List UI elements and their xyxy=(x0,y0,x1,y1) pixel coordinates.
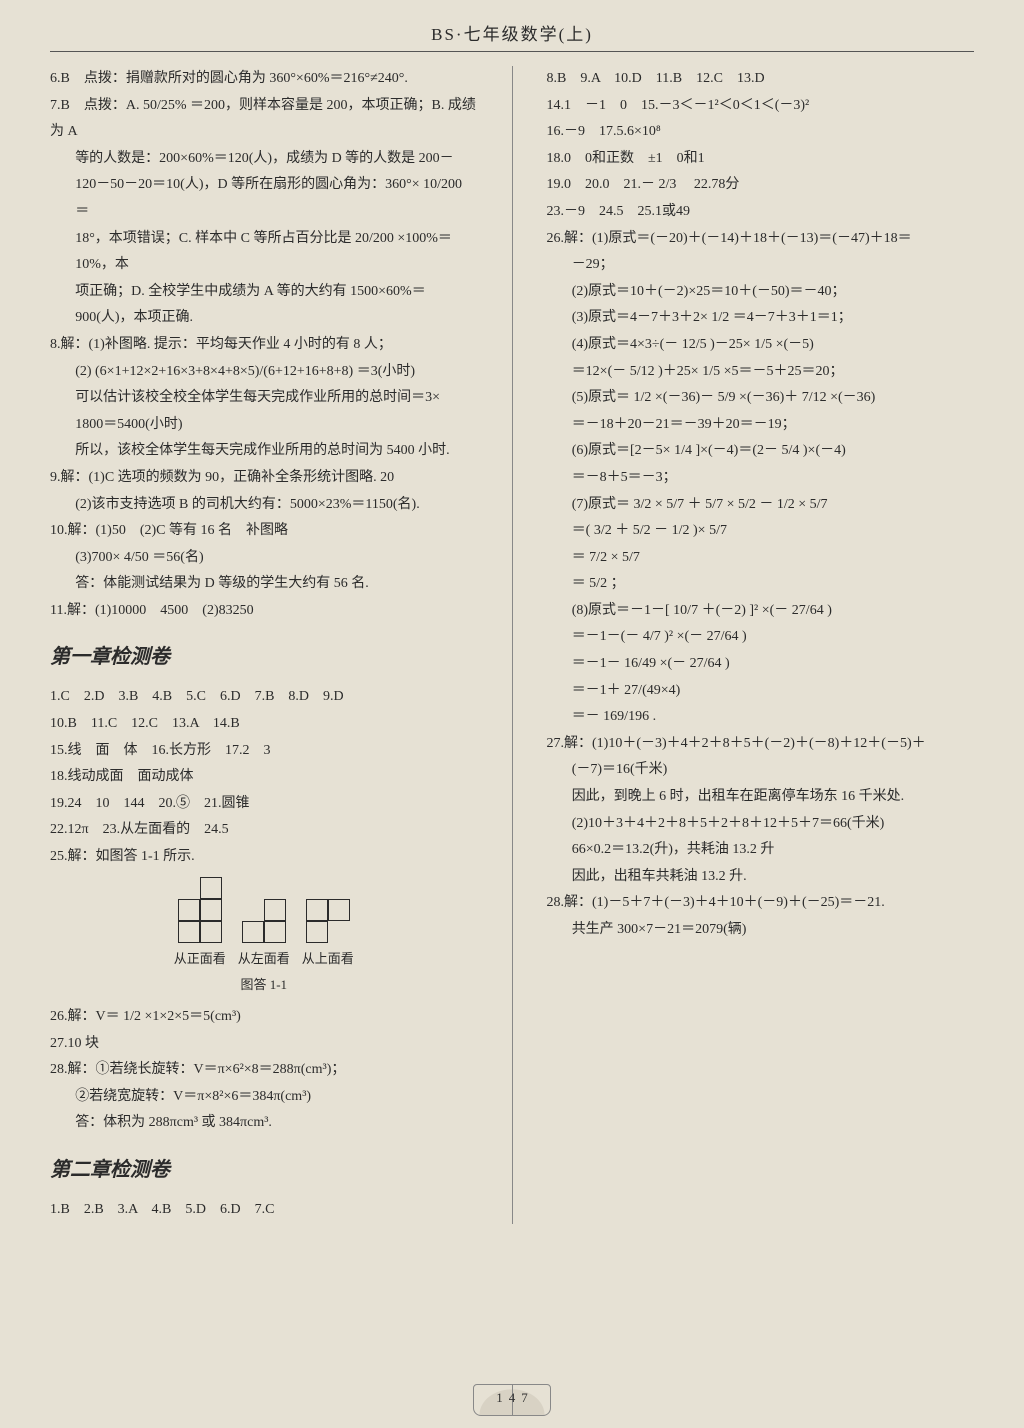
text-line: ＝12×(－ 5/12 )＋25× 1/5 ×5＝－5＋25＝20； xyxy=(547,359,975,386)
text-line: (7)原式＝ 3/2 × 5/7 ＋ 5/7 × 5/2 － 1/2 × 5/7 xyxy=(547,492,975,519)
text-line: 项正确；D. 全校学生中成绩为 A 等的大约有 1500×60%＝ xyxy=(50,279,478,306)
text-line: ＝－8＋5＝－3； xyxy=(547,465,975,492)
text-line: ＝ 5/2 ； xyxy=(547,571,975,598)
text-line: (2) (6×1+12×2+16×3+8×4+8×5)/(6+12+16+8+8… xyxy=(50,359,478,386)
caption-front: 从正面看 xyxy=(174,947,226,972)
text-line: 26.解：(1)原式＝(－20)＋(－14)＋18＋(－13)＝(－47)＋18… xyxy=(547,226,975,253)
text-line: 27.10 块 xyxy=(50,1031,478,1058)
text-line: 6.B 点拨：捐赠款所对的圆心角为 360°×60%＝216°≠240°. xyxy=(50,66,478,93)
text-line: 14.1 －1 0 15.－3＜－1²＜0＜1＜(－3)² xyxy=(547,93,975,120)
shape-top xyxy=(306,899,350,943)
text-line: ＝－1－(－ 4/7 )² ×(－ 27/64 ) xyxy=(547,624,975,651)
text-line: ＝( 3/2 ＋ 5/2 － 1/2 )× 5/7 xyxy=(547,518,975,545)
text-line: 120－50－20＝10(人)，D 等所在扇形的圆心角为：360°× 10/20… xyxy=(50,172,478,225)
text-line: 19.24 10 144 20.⑤ 21.圆锥 xyxy=(50,791,478,818)
caption-row: 从正面看 从左面看 从上面看 xyxy=(174,947,354,972)
text-line: 25.解：如图答 1-1 所示. xyxy=(50,844,478,871)
book-icon: 147 xyxy=(473,1384,551,1416)
text-line: 9.解：(1)C 选项的频数为 90，正确补全条形统计图略. 20 xyxy=(50,465,478,492)
text-line: 8.解：(1)补图略. 提示：平均每天作业 4 小时的有 8 人； xyxy=(50,332,478,359)
text-line: 66×0.2＝13.2(升)，共耗油 13.2 升 xyxy=(547,837,975,864)
text-line: 22.12π 23.从左面看的 24.5 xyxy=(50,817,478,844)
text-line: (6)原式＝[2－5× 1/4 ]×(－4)＝(2－ 5/4 )×(－4) xyxy=(547,438,975,465)
text-line: －29； xyxy=(547,252,975,279)
shape-left xyxy=(242,899,286,943)
shape-front xyxy=(178,877,222,943)
text-line: (－7)＝16(千米) xyxy=(547,757,975,784)
text-line: 900(人)，本项正确. xyxy=(50,305,478,332)
two-columns: 6.B 点拨：捐赠款所对的圆心角为 360°×60%＝216°≠240°. 7.… xyxy=(50,66,974,1224)
shape-row xyxy=(178,877,350,943)
chapter-heading-2: 第二章检测卷 xyxy=(50,1151,478,1189)
text-line: 答：体积为 288πcm³ 或 384πcm³. xyxy=(50,1110,478,1137)
text-line: 28.解：(1)－5＋7＋(－3)＋4＋10＋(－9)＋(－25)＝－21. xyxy=(547,890,975,917)
text-line: 10.解：(1)50 (2)C 等有 16 名 补图略 xyxy=(50,518,478,545)
text-line: 28.解：①若绕长旋转：V＝π×6²×8＝288π(cm³)； xyxy=(50,1057,478,1084)
text-line: 共生产 300×7－21＝2079(辆) xyxy=(547,917,975,944)
caption-left: 从左面看 xyxy=(238,947,290,972)
page-header: BS·七年级数学(上) xyxy=(50,20,974,52)
text-line: (3)原式＝4－7＋3＋2× 1/2 ＝4－7＋3＋1＝1； xyxy=(547,305,975,332)
text-line: 23.－9 24.5 25.1或49 xyxy=(547,199,975,226)
figure-1-1: 从正面看 从左面看 从上面看 图答 1-1 xyxy=(50,877,478,998)
text-line: 10.B 11.C 12.C 13.A 14.B xyxy=(50,711,478,738)
text-line: 等的人数是：200×60%＝120(人)，成绩为 D 等的人数是 200－ xyxy=(50,146,478,173)
text-line: (2)原式＝10＋(－2)×25＝10＋(－50)＝－40； xyxy=(547,279,975,306)
caption-top: 从上面看 xyxy=(302,947,354,972)
chapter-heading-1: 第一章检测卷 xyxy=(50,638,478,676)
text-line: 7.B 点拨：A. 50/25% ＝200，则样本容量是 200，本项正确；B.… xyxy=(50,93,478,146)
text-line: 所以，该校全体学生每天完成作业所用的总时间为 5400 小时. xyxy=(50,438,478,465)
page-number: 147 xyxy=(0,1384,1024,1416)
text-line: ＝－1＋ 27/(49×4) xyxy=(547,678,975,705)
text-line: 1.C 2.D 3.B 4.B 5.C 6.D 7.B 8.D 9.D xyxy=(50,684,478,711)
text-line: ②若绕宽旋转：V＝π×8²×6＝384π(cm³) xyxy=(50,1084,478,1111)
text-line: (3)700× 4/50 ＝56(名) xyxy=(50,545,478,572)
text-line: (4)原式＝4×3÷(－ 12/5 )－25× 1/5 ×(－5) xyxy=(547,332,975,359)
text-line: 16.－9 17.5.6×10⁸ xyxy=(547,119,975,146)
text-line: 11.解：(1)10000 4500 (2)83250 xyxy=(50,598,478,625)
page: BS·七年级数学(上) 6.B 点拨：捐赠款所对的圆心角为 360°×60%＝2… xyxy=(0,0,1024,1428)
text-line: 15.线 面 体 16.长方形 17.2 3 xyxy=(50,738,478,765)
text-line: ＝－1－ 16/49 ×(－ 27/64 ) xyxy=(547,651,975,678)
text-line: 18°，本项错误；C. 样本中 C 等所占百分比是 20/200 ×100%＝1… xyxy=(50,226,478,279)
text-line: 1.B 2.B 3.A 4.B 5.D 6.D 7.C xyxy=(50,1197,478,1224)
left-column: 6.B 点拨：捐赠款所对的圆心角为 360°×60%＝216°≠240°. 7.… xyxy=(50,66,478,1224)
text-line: 18.0 0和正数 ±1 0和1 xyxy=(547,146,975,173)
text-line: (5)原式＝ 1/2 ×(－36)－ 5/9 ×(－36)＋ 7/12 ×(－3… xyxy=(547,385,975,412)
figure-label: 图答 1-1 xyxy=(240,973,287,998)
text-line: ＝－18＋20－21＝－39＋20＝－19； xyxy=(547,412,975,439)
right-column: 8.B 9.A 10.D 11.B 12.C 13.D 14.1 －1 0 15… xyxy=(547,66,975,1224)
text-line: 8.B 9.A 10.D 11.B 12.C 13.D xyxy=(547,66,975,93)
text-line: 答：体能测试结果为 D 等级的学生大约有 56 名. xyxy=(50,571,478,598)
text-line: 1800＝5400(小时) xyxy=(50,412,478,439)
text-line: (8)原式＝－1－[ 10/7 ＋(－2) ]² ×(－ 27/64 ) xyxy=(547,598,975,625)
column-divider xyxy=(512,66,513,1224)
text-line: 27.解：(1)10＋(－3)＋4＋2＋8＋5＋(－2)＋(－8)＋12＋(－5… xyxy=(547,731,975,758)
text-line: ＝－ 169/196 . xyxy=(547,704,975,731)
text-line: (2)该市支持选项 B 的司机大约有：5000×23%＝1150(名). xyxy=(50,492,478,519)
text-line: 因此，出租车共耗油 13.2 升. xyxy=(547,864,975,891)
text-line: 19.0 20.0 21.－ 2/3 22.78分 xyxy=(547,172,975,199)
text-line: 可以估计该校全校全体学生每天完成作业所用的总时间＝3× xyxy=(50,385,478,412)
text-line: 18.线动成面 面动成体 xyxy=(50,764,478,791)
text-line: 26.解：V＝ 1/2 ×1×2×5＝5(cm³) xyxy=(50,1004,478,1031)
text-line: 因此，到晚上 6 时，出租车在距离停车场东 16 千米处. xyxy=(547,784,975,811)
text-line: (2)10＋3＋4＋2＋8＋5＋2＋8＋12＋5＋7＝66(千米) xyxy=(547,811,975,838)
text-line: ＝ 7/2 × 5/7 xyxy=(547,545,975,572)
